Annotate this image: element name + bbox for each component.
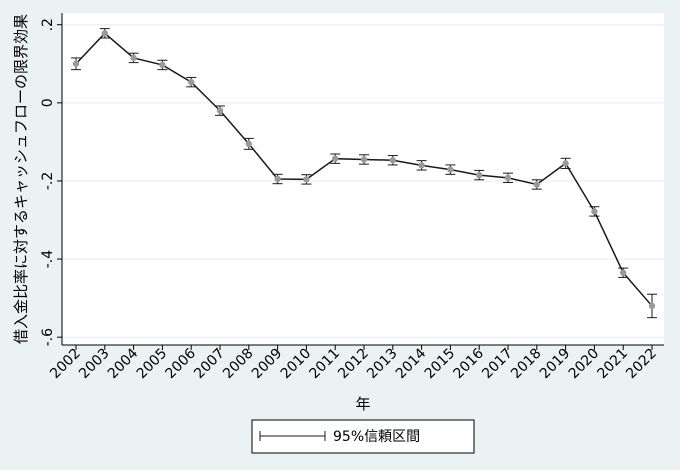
- data-point: [533, 181, 540, 188]
- legend: 95%信頼区間: [251, 419, 475, 454]
- data-point: [216, 107, 224, 114]
- data-point: [562, 160, 569, 167]
- y-tick-label: -.2: [40, 172, 56, 190]
- data-point: [130, 54, 137, 62]
- data-point: [591, 208, 598, 215]
- data-point: [418, 162, 425, 169]
- data-point: [620, 269, 627, 276]
- y-ticks: .2 0 -.2 -.4 -.6: [40, 18, 62, 346]
- data-point: [274, 175, 281, 183]
- data-point: [188, 78, 195, 86]
- points: [72, 30, 656, 310]
- y-tick-label: -.6: [40, 328, 56, 347]
- data-point: [389, 157, 396, 164]
- data-point: [72, 60, 80, 67]
- y-tick-label: -.4: [40, 250, 56, 269]
- data-point: [332, 155, 339, 162]
- data-point: [447, 166, 454, 173]
- data-point: [360, 156, 368, 163]
- data-point: [504, 174, 512, 182]
- data-point: [476, 171, 483, 179]
- legend-label: 95%信頼区間: [333, 429, 420, 445]
- data-point: [648, 302, 656, 310]
- data-point: [159, 61, 166, 69]
- y-tick-label: 0: [40, 98, 56, 107]
- data-point: [245, 140, 252, 148]
- data-point: [303, 176, 310, 183]
- data-point: [101, 30, 109, 37]
- legend-ci-symbol: [259, 431, 326, 441]
- y-tick-label: .2: [40, 18, 56, 31]
- y-axis-title: 借入金比率に対するキャッシュフローの限界効果: [12, 14, 30, 344]
- grid: [62, 24, 664, 338]
- x-axis-title: 年: [355, 395, 370, 413]
